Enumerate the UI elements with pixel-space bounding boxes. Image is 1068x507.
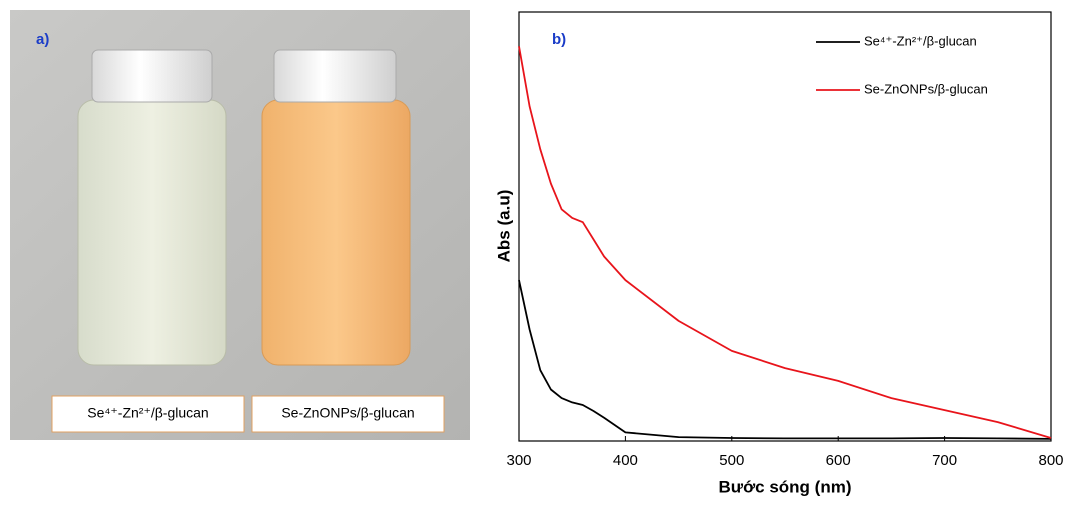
x-tick-label: 300 xyxy=(506,452,531,469)
panel-label: a) xyxy=(36,31,49,48)
label-box xyxy=(251,395,445,433)
x-axis-label: Bước sóng (nm) xyxy=(718,477,851,496)
x-tick-label: 400 xyxy=(613,452,638,469)
plot-frame xyxy=(518,11,1052,442)
x-tick-label: 600 xyxy=(826,452,851,469)
bottle-cap xyxy=(273,49,397,103)
bottle xyxy=(77,99,227,366)
panel-label: b) xyxy=(552,31,566,48)
bottle xyxy=(261,99,411,366)
x-tick-label: 800 xyxy=(1038,452,1063,469)
x-tick-label: 500 xyxy=(719,452,744,469)
photo: a) Se⁴⁺-Zn²⁺/β-glucan Se-ZnONPs/β-glucan xyxy=(10,10,470,440)
x-tick-label: 700 xyxy=(932,452,957,469)
legend-label: Se⁴⁺-Zn²⁺/β-glucan xyxy=(864,33,977,48)
data-line xyxy=(518,279,1052,440)
bottle-label: Se-ZnONPs/β-glucan xyxy=(281,405,414,421)
bottle-label: Se⁴⁺-Zn²⁺/β-glucan xyxy=(87,405,208,421)
y-axis-label: Abs (a.u) xyxy=(494,190,513,263)
legend-label: Se-ZnONPs/β-glucan xyxy=(864,81,988,96)
data-line xyxy=(518,46,1052,439)
label-box xyxy=(51,395,245,433)
bottle-cap xyxy=(91,49,213,103)
